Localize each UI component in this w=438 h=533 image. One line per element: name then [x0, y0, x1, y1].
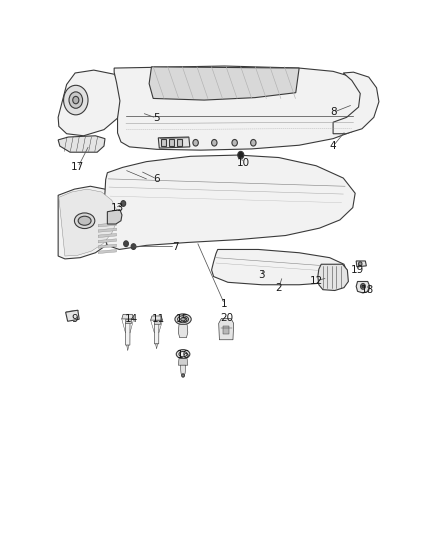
Text: 15: 15 [175, 314, 189, 324]
Polygon shape [102, 155, 355, 249]
Circle shape [124, 241, 128, 247]
Bar [161, 140, 166, 146]
Polygon shape [125, 319, 131, 323]
Text: 2: 2 [276, 282, 282, 293]
Polygon shape [178, 325, 188, 338]
Polygon shape [318, 264, 348, 290]
Polygon shape [98, 228, 117, 232]
Ellipse shape [175, 314, 191, 325]
Polygon shape [58, 136, 105, 152]
Circle shape [212, 140, 217, 146]
Polygon shape [58, 70, 124, 136]
Ellipse shape [179, 351, 187, 357]
Circle shape [359, 262, 362, 266]
Circle shape [182, 374, 184, 377]
Text: 4: 4 [330, 141, 336, 151]
Polygon shape [333, 72, 379, 134]
Polygon shape [98, 239, 117, 243]
Text: 20: 20 [221, 312, 234, 322]
Circle shape [360, 284, 365, 289]
Text: 11: 11 [152, 314, 165, 324]
Polygon shape [151, 316, 162, 320]
Text: 10: 10 [237, 158, 250, 168]
Polygon shape [154, 320, 159, 324]
Polygon shape [356, 281, 370, 293]
Circle shape [251, 140, 256, 146]
Ellipse shape [178, 316, 188, 322]
Bar [177, 140, 182, 146]
Text: 14: 14 [124, 314, 138, 324]
Circle shape [362, 285, 364, 288]
Text: 7: 7 [172, 241, 179, 252]
Polygon shape [98, 249, 117, 254]
Polygon shape [180, 365, 186, 377]
Polygon shape [158, 137, 190, 148]
Text: 13: 13 [111, 204, 124, 213]
Ellipse shape [74, 213, 95, 229]
Polygon shape [98, 233, 117, 238]
Text: 8: 8 [330, 107, 336, 117]
Polygon shape [219, 318, 233, 340]
Polygon shape [154, 324, 159, 344]
Circle shape [73, 96, 79, 104]
Polygon shape [114, 66, 375, 150]
Circle shape [64, 85, 88, 115]
Circle shape [238, 151, 244, 159]
Polygon shape [356, 261, 366, 266]
Circle shape [131, 244, 136, 249]
Polygon shape [98, 244, 117, 248]
Text: 12: 12 [310, 276, 323, 286]
Circle shape [69, 92, 83, 108]
Text: 3: 3 [258, 270, 265, 280]
Text: 18: 18 [360, 285, 374, 295]
Bar [169, 140, 174, 146]
Text: 16: 16 [177, 350, 190, 360]
Polygon shape [127, 345, 129, 351]
Ellipse shape [78, 216, 91, 225]
Bar [223, 326, 229, 334]
Text: 9: 9 [71, 314, 78, 324]
Text: 1: 1 [221, 299, 228, 309]
Polygon shape [59, 189, 117, 256]
Polygon shape [66, 310, 79, 321]
Ellipse shape [176, 350, 190, 359]
Text: 5: 5 [153, 113, 160, 123]
Polygon shape [58, 186, 122, 259]
Text: 19: 19 [351, 265, 364, 275]
Polygon shape [149, 67, 299, 100]
Text: 17: 17 [71, 163, 85, 172]
Polygon shape [212, 249, 346, 285]
Text: 6: 6 [153, 174, 160, 184]
Circle shape [232, 140, 237, 146]
Polygon shape [98, 223, 117, 227]
Polygon shape [155, 344, 158, 349]
Circle shape [121, 200, 126, 206]
Ellipse shape [181, 318, 185, 321]
Polygon shape [178, 359, 188, 365]
Polygon shape [107, 209, 122, 224]
Polygon shape [122, 314, 134, 319]
Polygon shape [125, 323, 130, 345]
Circle shape [193, 140, 198, 146]
